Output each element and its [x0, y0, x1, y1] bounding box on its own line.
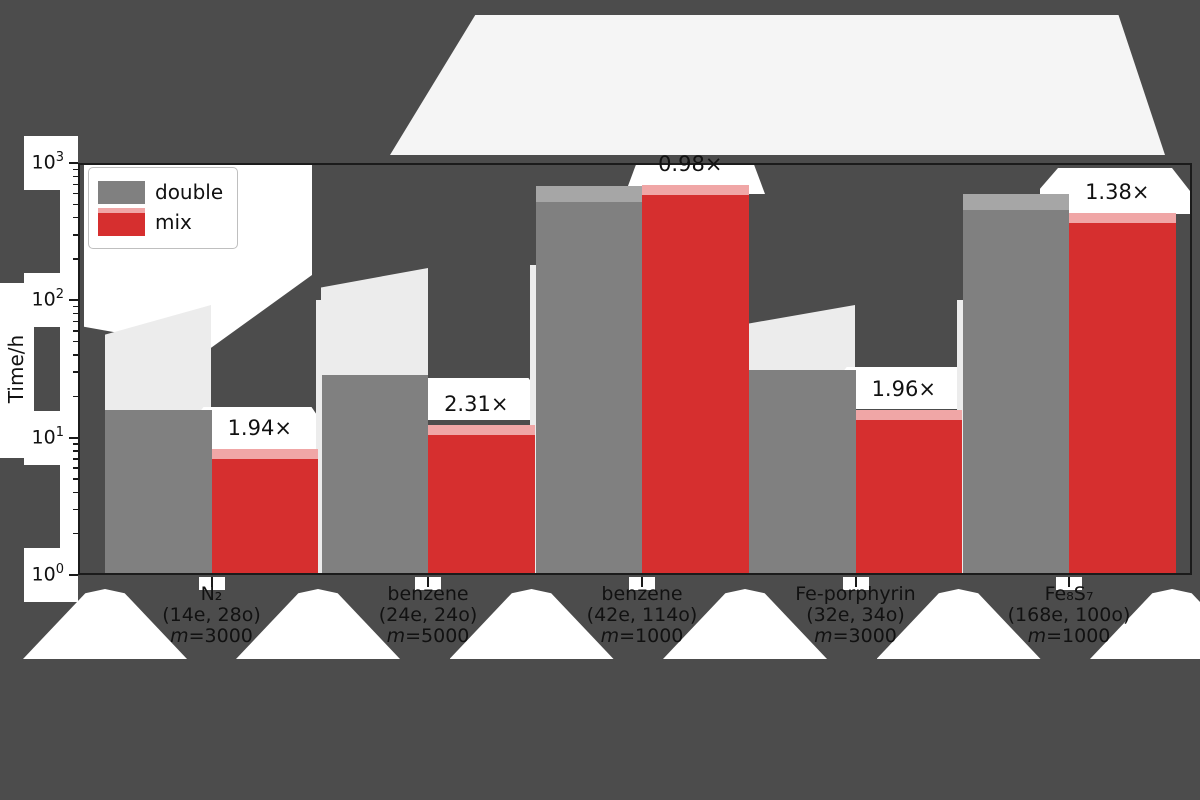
bar-double-2	[535, 186, 642, 575]
y-minor-tick	[73, 330, 78, 332]
halo-cap-g2	[321, 268, 428, 376]
legend: double mix	[88, 167, 239, 249]
bar-mix-2	[642, 184, 749, 575]
bar-mix-cap-0	[211, 449, 318, 460]
bar-mix-0	[211, 449, 318, 575]
y-minor-tick	[73, 467, 78, 469]
bar-mix-3	[855, 410, 962, 575]
halo-anno-2	[407, 378, 542, 420]
x-label-name-2: benzene	[601, 583, 683, 605]
y-tick-label-1: 102	[31, 287, 64, 311]
x-label-name-3: Fe-porphyrin	[795, 583, 916, 605]
y-minor-tick	[73, 354, 78, 356]
legend-label-double: double	[155, 180, 224, 204]
bar-mix-4	[1069, 213, 1176, 575]
speedup-annotation-4: 1.38×	[1085, 180, 1150, 205]
y-tick-label-0: 103	[31, 150, 64, 174]
y-major-tick-3	[69, 574, 78, 576]
legend-swatch-mix	[98, 208, 145, 236]
speedup-annotation-2: 0.98×	[658, 151, 723, 176]
y-minor-tick	[73, 340, 78, 343]
bar-mix-cap-3	[855, 410, 962, 421]
x-tick-mark-4	[1068, 577, 1070, 587]
x-label-bond-dim-0: m=3000	[170, 625, 253, 647]
halo-anno-1	[190, 407, 325, 451]
bar-mix-cap-2	[642, 184, 749, 195]
y-minor-tick	[73, 312, 78, 315]
y-tick-label-2: 101	[31, 424, 64, 448]
halo-gap-1	[316, 300, 322, 575]
x-label-name-4: Fe₈S₇	[1044, 583, 1094, 605]
legend-swatch-double	[98, 180, 145, 204]
y-minor-tick	[73, 175, 78, 178]
x-label-active-space-2: (42e, 114o)	[586, 604, 698, 626]
bar-double-0	[105, 409, 212, 575]
speedup-annotation-0: 1.94×	[227, 416, 292, 441]
x-label-active-space-1: (24e, 24o)	[378, 604, 478, 626]
y-minor-tick	[73, 258, 78, 260]
x-tick-label-4: Fe₈S₇ (168e, 100o) m=1000	[949, 584, 1189, 647]
x-tick-mark-2	[641, 577, 643, 587]
y-minor-tick	[73, 443, 78, 445]
y-major-tick-2	[69, 436, 78, 439]
y-major-tick-1	[69, 299, 78, 302]
y-minor-tick	[73, 478, 78, 480]
y-minor-tick	[73, 234, 78, 236]
x-label-active-space-3: (32e, 34o)	[806, 604, 905, 626]
y-minor-tick	[73, 491, 78, 494]
bar-double-4	[962, 193, 1069, 575]
y-minor-tick	[73, 371, 78, 373]
bar-mix-cap-1	[428, 424, 535, 435]
x-tick-label-1: benzene (24e, 24o) m=5000	[308, 584, 548, 647]
halo-top-band	[390, 15, 1165, 155]
y-minor-tick	[73, 395, 78, 398]
x-tick-mark-3	[854, 577, 857, 587]
legend-item-mix: mix	[98, 208, 223, 236]
y-major-tick-0	[69, 162, 78, 164]
y-minor-tick	[73, 305, 78, 308]
x-tick-label-2: benzene (42e, 114o) m=1000	[522, 584, 762, 647]
bar-double-cap-2	[535, 186, 642, 202]
legend-item-double: double	[98, 180, 223, 204]
x-label-bond-dim-1: m=5000	[386, 625, 470, 647]
y-minor-tick	[73, 192, 78, 195]
y-minor-tick	[73, 203, 78, 206]
y-tick-label-3: 100	[31, 562, 64, 586]
halo-anno-4	[833, 367, 971, 409]
y-minor-tick	[73, 320, 78, 323]
x-label-bond-dim-3: m=3000	[814, 625, 897, 647]
y-axis-label: Time/h	[4, 334, 28, 404]
speedup-annotation-3: 1.96×	[871, 377, 936, 402]
speedup-annotation-1: 2.31×	[444, 391, 509, 416]
halo-gap-2	[530, 265, 536, 575]
x-label-name-0: N₂	[200, 583, 223, 605]
legend-label-mix: mix	[155, 210, 192, 234]
y-minor-tick	[73, 216, 78, 219]
x-tick-label-0: N₂ (14e, 28o) m=3000	[92, 584, 332, 647]
x-label-bond-dim-4: m=1000	[1027, 625, 1111, 647]
y-minor-tick	[73, 168, 78, 171]
y-minor-tick	[73, 450, 78, 452]
bar-double-cap-4	[962, 193, 1069, 210]
y-minor-tick	[73, 508, 78, 511]
y-minor-tick	[73, 532, 78, 535]
x-label-active-space-0: (14e, 28o)	[162, 604, 261, 626]
x-label-active-space-4: (168e, 100o)	[1007, 604, 1131, 626]
x-tick-label-3: Fe-porphyrin (32e, 34o) m=3000	[736, 584, 976, 647]
bar-double-3	[749, 370, 856, 575]
y-minor-tick	[73, 458, 78, 460]
x-label-bond-dim-2: m=1000	[600, 625, 684, 647]
x-tick-mark-0	[210, 577, 213, 587]
bar-mix-1	[428, 424, 535, 575]
x-label-name-1: benzene	[387, 583, 469, 605]
halo-cap-g4	[749, 305, 855, 371]
halo-ytick-strip	[60, 163, 78, 575]
y-minor-tick	[73, 183, 78, 186]
bar-double-1	[321, 374, 428, 575]
x-tick-mark-1	[427, 577, 429, 587]
bar-mix-cap-4	[1069, 213, 1176, 224]
